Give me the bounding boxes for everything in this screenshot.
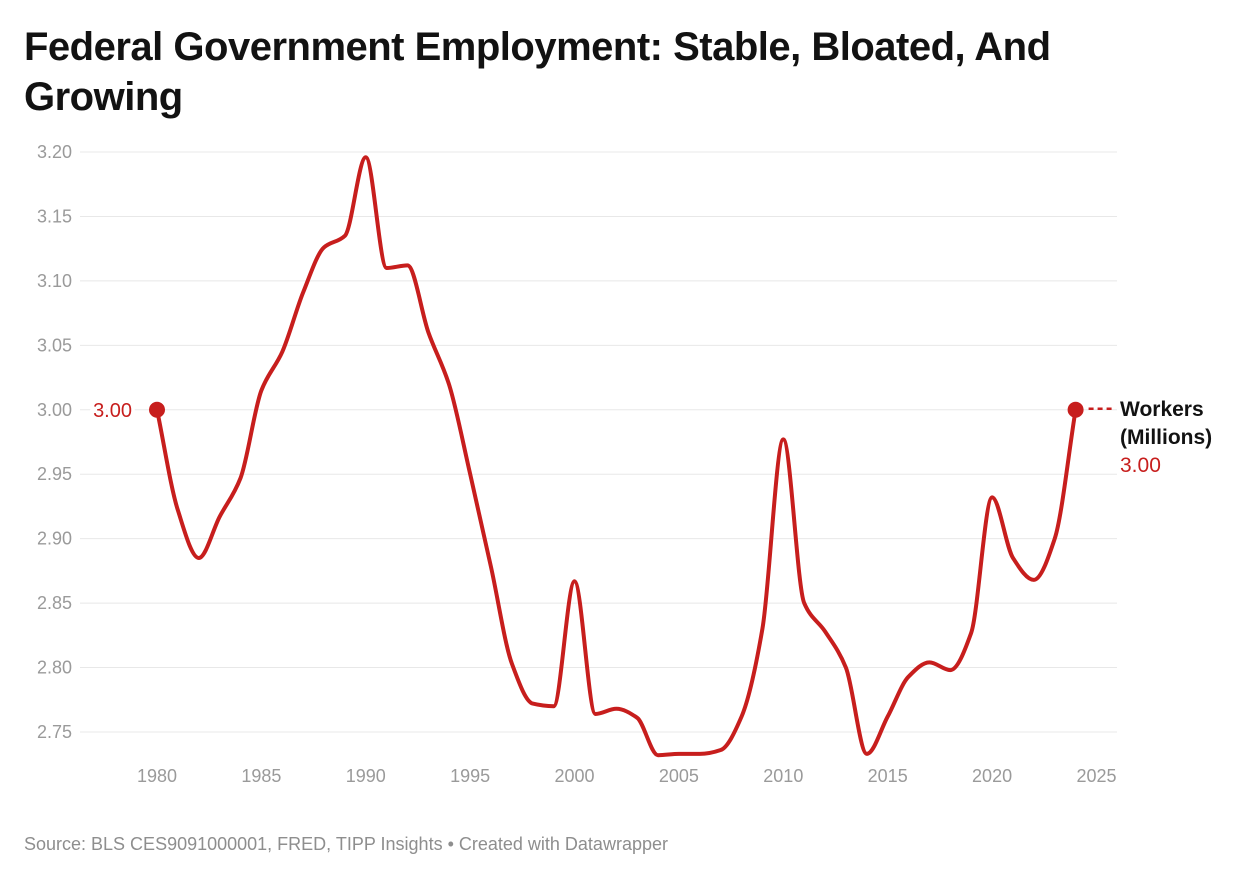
x-axis-label: 2015: [868, 766, 908, 786]
x-axis-label: 2025: [1076, 766, 1116, 786]
end-point-marker: [1067, 401, 1084, 418]
y-axis-label: 2.85: [37, 593, 72, 613]
y-axis-label: 2.90: [37, 529, 72, 549]
y-axis-label: 3.15: [37, 206, 72, 226]
x-axis-label: 1995: [450, 766, 490, 786]
x-axis-label: 2010: [763, 766, 803, 786]
y-axis-label: 3.10: [37, 271, 72, 291]
source-attribution: Source: BLS CES9091000001, FRED, TIPP In…: [24, 834, 668, 854]
x-axis-label: 1990: [346, 766, 386, 786]
start-point-marker: [149, 401, 165, 418]
x-axis-label: 1980: [137, 766, 177, 786]
start-value-label: 3.00: [93, 400, 132, 422]
data-line: [155, 155, 1078, 758]
y-axis-label: 2.80: [37, 658, 72, 678]
x-axis-label: 2005: [659, 766, 699, 786]
end-value-label: 3.00: [1120, 454, 1161, 477]
y-axis-label: 3.05: [37, 335, 72, 355]
x-axis-label: 2000: [555, 766, 595, 786]
series-label-line2: (Millions): [1120, 426, 1212, 449]
y-axis-label: 2.75: [37, 722, 72, 742]
y-axis-label: 3.00: [37, 400, 72, 420]
x-axis-label: 1985: [241, 766, 281, 786]
x-axis-label: 2020: [972, 766, 1012, 786]
y-axis-label: 2.95: [37, 464, 72, 484]
page-title: Federal Government Employment: Stable, B…: [24, 25, 1051, 119]
y-axis-label: 3.20: [37, 142, 72, 162]
series-label-line1: Workers: [1120, 398, 1204, 421]
